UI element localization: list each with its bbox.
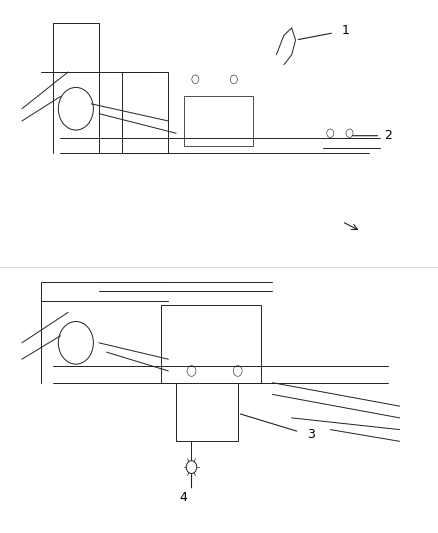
Text: 1: 1 [342, 24, 350, 37]
Text: 4: 4 [180, 491, 188, 504]
Text: 3: 3 [307, 428, 315, 441]
Text: 2: 2 [384, 129, 392, 142]
